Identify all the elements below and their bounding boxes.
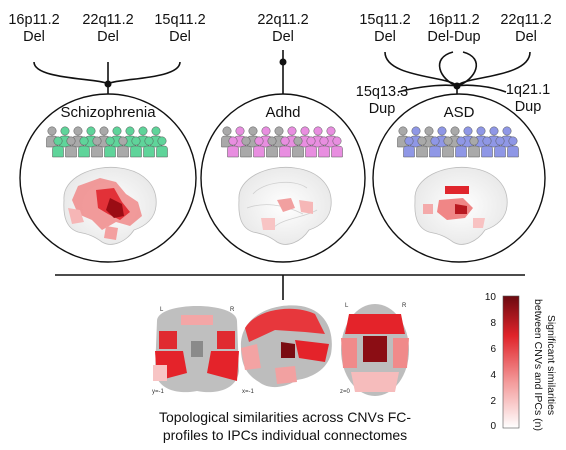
colorbar-tick: 10 [484, 292, 496, 303]
person-icon [292, 136, 304, 158]
person-icon [52, 136, 64, 158]
person-icon [240, 136, 252, 158]
disorder-label-asd: ASD [443, 104, 475, 121]
brain-schizophrenia [63, 166, 157, 245]
colorbar-tick: 2 [490, 396, 496, 407]
brain-adhd [238, 166, 332, 245]
cnv-label: 22q11.2 Del [500, 12, 552, 45]
person-icon [156, 136, 168, 158]
person-icon [507, 136, 519, 158]
axial-coord-label: z=0 [340, 389, 350, 395]
person-icon [442, 136, 454, 158]
sagittal-coord-label: x=-1 [242, 389, 254, 395]
cnv-label: 15q11.2 Del [359, 12, 411, 45]
person-icon [117, 136, 129, 158]
cnv-label: 1q21.1 Dup [505, 82, 551, 115]
person-icon [403, 136, 415, 158]
coronal-slice [153, 306, 239, 393]
person-icon [481, 136, 493, 158]
person-icon [331, 136, 343, 158]
person-icon [416, 136, 428, 158]
person-icon [65, 136, 77, 158]
person-icon [78, 136, 90, 158]
person-icon [468, 136, 480, 158]
colorbar-title: Significant similarities between CNVs an… [531, 290, 557, 440]
brain-asd [414, 166, 508, 245]
person-icon [130, 136, 142, 158]
person-icon [494, 136, 506, 158]
caption-line2: profiles to IPCs individual connectomes [162, 427, 408, 443]
axial-slice [341, 304, 409, 396]
person-icon [143, 136, 155, 158]
cnv-label: 22q11.2 Del [82, 12, 134, 45]
colorbar-tick: 6 [490, 344, 496, 355]
people-group-adhd [221, 126, 343, 158]
colorbar-title-line2: between CNVs and IPCs (n) [532, 299, 544, 431]
figure-caption: Topological similarities across CNVs FC-… [120, 408, 450, 444]
colorbar-title-line1: Significant similarities [545, 314, 557, 416]
connector-asd [384, 51, 531, 97]
coronal-left-label: L [160, 307, 164, 313]
person-icon [318, 136, 330, 158]
coronal-right-label: R [230, 307, 235, 313]
person-icon [104, 136, 116, 158]
colorbar-tick: 0 [490, 421, 496, 432]
cnv-label: 22q11.2 Del [257, 12, 309, 45]
person-icon [253, 136, 265, 158]
connector-node-schizophrenia [104, 80, 112, 88]
coronal-coord-label: y=-1 [152, 389, 164, 395]
person-icon [325, 126, 337, 148]
people-group-asd [397, 126, 519, 158]
person-icon [227, 136, 239, 158]
colorbar [502, 295, 520, 429]
cnv-label: 16p11.2 Del [8, 12, 60, 45]
person-icon [279, 136, 291, 158]
connector-schizophrenia [33, 61, 181, 95]
person-icon [98, 126, 110, 148]
axial-right-label: R [402, 303, 407, 309]
person-icon [429, 136, 441, 158]
disorder-label-schizophrenia: Schizophrenia [60, 104, 156, 121]
connector-node-adhd [279, 58, 287, 66]
cnv-label: 16p11.2 Del-Dup [427, 12, 481, 45]
disorder-label-adhd: Adhd [265, 104, 301, 121]
connector-node-asd [453, 82, 461, 90]
person-icon [455, 136, 467, 158]
person-icon [266, 136, 278, 158]
cnv-label: 15q13.3 Dup [355, 84, 409, 117]
colorbar-tick: 8 [490, 318, 496, 329]
person-icon [91, 136, 103, 158]
colorbar-tick: 4 [490, 370, 496, 381]
cnv-label: 15q11.2 Del [154, 12, 206, 45]
person-icon [305, 136, 317, 158]
sagittal-slice [240, 305, 332, 388]
axial-left-label: L [345, 303, 349, 309]
caption-line1: Topological similarities across CNVs FC- [158, 409, 412, 425]
people-group-schizophrenia [46, 126, 168, 158]
